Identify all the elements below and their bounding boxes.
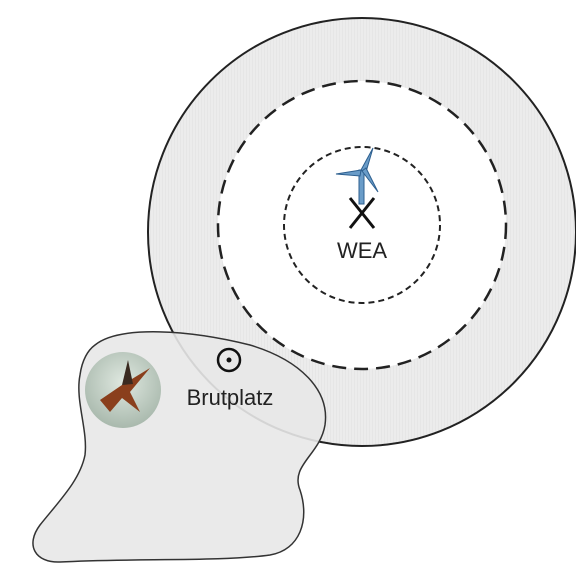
bird-photo [85,352,161,428]
turbine-label: WEA [337,238,387,263]
white-zone [218,81,506,369]
diagram: WEA Brutplatz [0,0,576,570]
nest-label: Brutplatz [187,385,274,410]
home-range [33,332,326,562]
